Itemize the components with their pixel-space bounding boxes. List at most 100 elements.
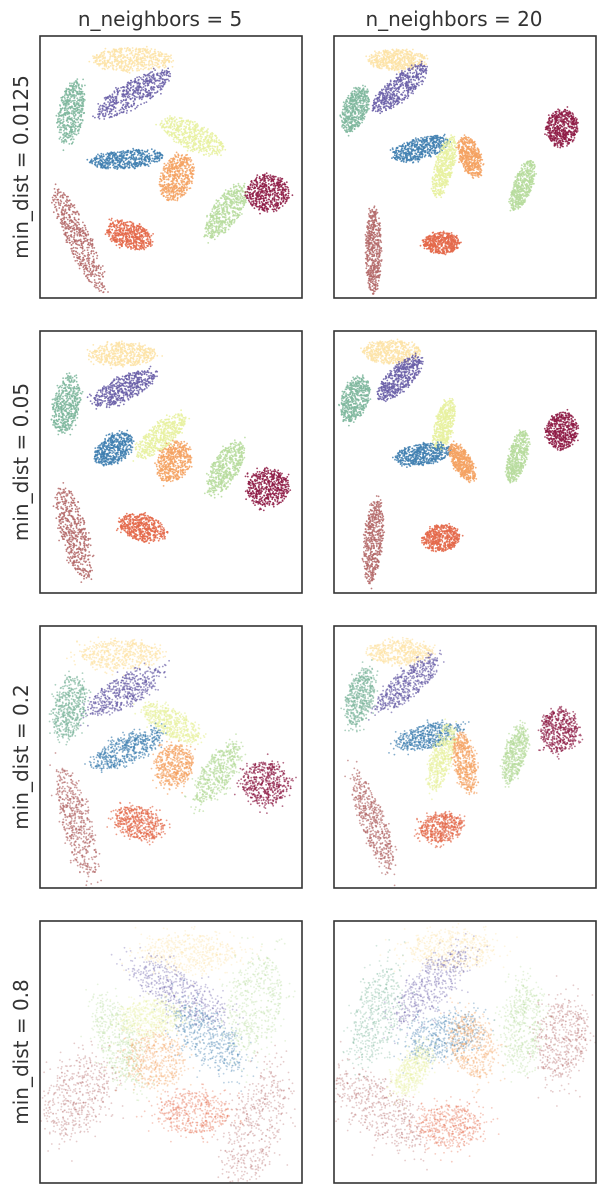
cluster-orange-red (104, 217, 155, 251)
cluster-cream (360, 338, 421, 366)
cluster-orange-red (419, 230, 462, 256)
panel-2-1 (333, 625, 597, 889)
cluster-yellow-green (430, 134, 458, 199)
cluster-dark-red (244, 172, 294, 215)
cluster-blue (389, 133, 452, 164)
cluster-rust (364, 205, 383, 295)
panel-2-0 (39, 625, 303, 889)
cluster-cream (86, 340, 164, 370)
cluster-rust (344, 759, 398, 887)
panel-frame (39, 625, 303, 889)
cluster-points (48, 636, 297, 887)
panel-frame (333, 625, 597, 889)
cluster-rust (334, 1040, 443, 1171)
cluster-light-green (203, 436, 246, 499)
cluster-points (340, 636, 584, 887)
cluster-purple (86, 365, 159, 410)
cluster-teal (338, 374, 372, 427)
cluster-orange (436, 997, 508, 1094)
cluster-cream (365, 636, 437, 667)
cluster-purple (79, 659, 171, 727)
cluster-points (51, 45, 294, 294)
cluster-light-green (80, 983, 155, 1102)
panel-frame (39, 920, 303, 1184)
cluster-teal (340, 659, 379, 733)
cluster-yellow-green (106, 992, 202, 1050)
cluster-orange-red (403, 1096, 500, 1163)
panel-frame (39, 35, 303, 299)
row-title-0: min_dist = 0.0125 (9, 75, 33, 259)
panel-frame (333, 35, 597, 299)
cluster-teal (334, 939, 415, 1088)
cluster-rust (52, 482, 95, 583)
cluster-orange (105, 1021, 201, 1098)
panel-frame (333, 920, 597, 1184)
panel-1-1 (333, 330, 597, 594)
row-title-1: min_dist = 0.05 (9, 383, 33, 541)
cluster-yellow-green (386, 1036, 437, 1110)
panel-1-0 (39, 330, 303, 594)
cluster-orange (455, 134, 485, 180)
cluster-orange-red (106, 801, 171, 846)
cluster-purple (371, 60, 428, 115)
cluster-orange (154, 439, 193, 487)
cluster-blue (393, 1001, 496, 1074)
panel-0-1 (333, 35, 597, 299)
cluster-points (50, 340, 292, 583)
cluster-rust (40, 1040, 125, 1162)
cluster-light-green (504, 429, 531, 484)
cluster-yellow-green (155, 115, 227, 157)
cluster-purple (92, 67, 172, 120)
cluster-cream (379, 922, 518, 977)
cluster-orange-red (413, 810, 466, 849)
cluster-purple (376, 352, 424, 403)
cluster-light-green (492, 965, 556, 1083)
cluster-rust (214, 1044, 296, 1183)
cluster-points (339, 48, 579, 295)
cluster-rust (527, 975, 596, 1107)
cluster-blue (86, 147, 164, 171)
cluster-teal (339, 84, 371, 137)
cluster-cream (66, 636, 168, 677)
cluster-purple (110, 946, 245, 1036)
panel-frame (333, 330, 597, 594)
cluster-dark-red (544, 106, 579, 149)
cluster-teal (55, 78, 86, 152)
panel-3-1 (333, 920, 597, 1184)
cluster-cream (365, 48, 429, 73)
column-title-0: n_neighbors = 5 (78, 7, 242, 31)
cluster-orange (447, 440, 478, 484)
cluster-orange (450, 731, 480, 796)
panel-frame (39, 330, 303, 594)
cluster-purple (368, 932, 489, 1045)
cluster-orange (158, 151, 196, 202)
cluster-light-green (508, 159, 538, 212)
cluster-cream (121, 925, 265, 986)
panel-3-0 (39, 920, 303, 1184)
cluster-orange (150, 740, 197, 795)
panel-0-0 (39, 35, 303, 299)
row-title-2: min_dist = 0.2 (9, 684, 33, 830)
cluster-teal (48, 670, 92, 746)
column-title-1: n_neighbors = 20 (365, 7, 542, 31)
cluster-blue (153, 979, 258, 1092)
cluster-blue (84, 722, 167, 774)
cluster-light-green (184, 733, 247, 815)
cluster-light-green (499, 719, 531, 788)
row-title-3: min_dist = 0.8 (9, 979, 33, 1125)
cluster-dark-red (543, 408, 580, 452)
cluster-yellow-green (133, 700, 207, 748)
cluster-points (40, 925, 296, 1183)
cluster-blue (391, 441, 453, 468)
cluster-cream (88, 45, 175, 74)
cluster-rust (49, 752, 102, 887)
cluster-purple (367, 649, 445, 721)
cluster-dark-red (233, 753, 297, 814)
cluster-light-green (220, 936, 296, 1083)
cluster-blue (93, 429, 135, 467)
cluster-teal (50, 372, 84, 436)
cluster-orange-red (115, 511, 169, 544)
cluster-orange-red (135, 1083, 244, 1144)
cluster-points (338, 338, 580, 590)
